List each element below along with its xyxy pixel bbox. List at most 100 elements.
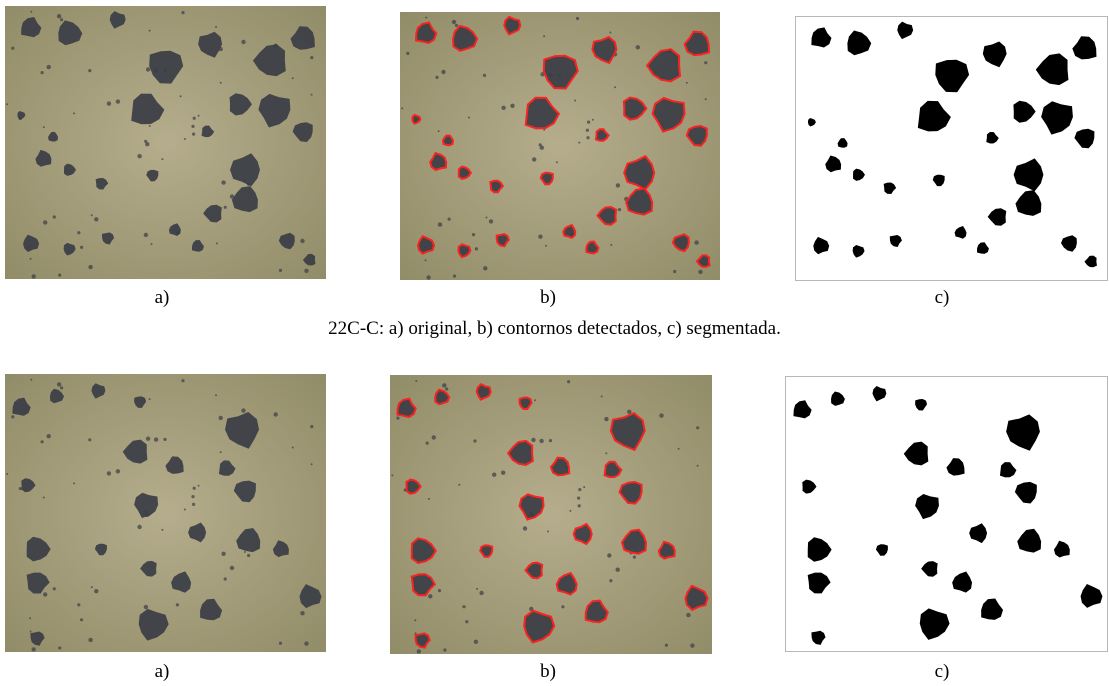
micro-speck	[221, 551, 226, 556]
micro-speck	[161, 158, 164, 161]
micro-speck	[467, 116, 470, 119]
graphite-nodule	[585, 240, 600, 255]
micro-speck	[106, 471, 112, 476]
micro-speck	[144, 139, 148, 143]
segmented-nodule	[1080, 583, 1103, 608]
graphite-nodule	[48, 131, 59, 142]
micro-speck	[615, 567, 620, 572]
micro-speck	[90, 586, 93, 589]
graphite-nodule	[506, 439, 534, 466]
micro-speck	[88, 69, 92, 73]
segmented-nodule	[1053, 540, 1070, 558]
graphite-nodule	[524, 96, 561, 130]
micro-speck	[145, 67, 151, 72]
micro-speck	[241, 39, 246, 45]
segmented-nodule	[883, 182, 897, 194]
micro-speck	[46, 434, 51, 439]
segmented-nodule	[921, 561, 938, 577]
segmented-nodule	[952, 571, 973, 593]
graphite-nodule	[109, 11, 126, 29]
graphite-nodule	[95, 178, 109, 190]
graphite-nodule	[198, 31, 223, 58]
segmented-nodule	[935, 59, 970, 93]
graphite-nodule	[411, 113, 422, 125]
micrograph-background	[5, 374, 326, 652]
micrograph-2a	[5, 374, 326, 652]
graphite-nodule	[396, 397, 417, 419]
micro-speck	[310, 93, 313, 96]
segmented-nodule	[1074, 128, 1095, 149]
micro-speck	[115, 469, 121, 474]
micro-speck	[163, 437, 167, 441]
micro-speck	[42, 496, 45, 499]
micro-speck	[192, 132, 196, 136]
micro-speck	[664, 643, 668, 647]
graphite-nodule	[685, 124, 708, 147]
graphite-nodule	[131, 93, 165, 125]
micro-speck	[458, 483, 461, 486]
graphite-nodule	[572, 522, 593, 546]
micro-speck	[522, 526, 528, 531]
graphite-nodule	[200, 598, 223, 621]
graphite-nodule	[63, 242, 76, 256]
micro-speck	[106, 101, 112, 106]
graphite-nodule	[623, 154, 656, 191]
micro-speck	[578, 488, 582, 492]
graphite-nodule	[134, 396, 147, 408]
graphite-nodule	[236, 528, 261, 553]
micro-speck	[191, 495, 195, 499]
micro-speck	[6, 103, 9, 106]
graphite-nodule	[594, 128, 610, 142]
micro-speck	[677, 447, 680, 450]
segmented-nodule	[853, 168, 865, 181]
graphite-nodule	[651, 96, 686, 133]
micro-speck	[175, 603, 179, 607]
micro-speck	[424, 259, 427, 262]
segmented-nodule	[977, 242, 989, 254]
segmented-nodule	[903, 441, 929, 466]
micro-speck	[243, 551, 246, 553]
graphite-nodule	[225, 412, 259, 449]
micro-speck	[704, 98, 707, 101]
micro-speck	[441, 69, 446, 75]
micro-speck	[445, 387, 449, 391]
micro-speck	[6, 473, 9, 475]
micro-speck	[615, 183, 621, 188]
segmented-nodule	[831, 391, 845, 406]
micro-speck	[223, 577, 227, 581]
micro-speck	[300, 611, 305, 616]
graphite-nodule	[168, 223, 181, 236]
micro-speck	[396, 416, 400, 420]
segmented-nodule	[811, 630, 826, 645]
segmented-nodule	[811, 27, 832, 48]
segmented-nodule	[932, 174, 945, 187]
graphite-nodule	[671, 233, 690, 253]
micro-speck	[610, 244, 613, 246]
micro-speck	[145, 436, 151, 441]
micro-speck	[143, 232, 149, 238]
micro-speck	[18, 487, 22, 491]
graphite-nodule	[489, 179, 505, 194]
micro-speck	[534, 399, 536, 402]
segmented-nodule	[807, 537, 832, 562]
label-1b: b)	[540, 287, 556, 308]
micro-speck	[42, 126, 45, 129]
micro-speck	[46, 64, 51, 70]
micro-speck	[40, 440, 44, 444]
segmented-nodule	[946, 458, 965, 476]
micro-speck	[43, 220, 48, 225]
segmented-nodule	[1084, 255, 1097, 268]
segmented-nodule	[875, 544, 888, 556]
graphite-nodule	[518, 493, 545, 521]
micro-speck	[391, 474, 394, 477]
micro-speck	[501, 105, 506, 111]
micro-speck	[609, 579, 613, 583]
segmented-nodule	[889, 234, 902, 247]
graphite-nodule	[405, 478, 422, 495]
graphite-nodule	[618, 480, 643, 505]
micro-speck	[58, 646, 62, 650]
micro-speck	[609, 31, 612, 34]
micro-speck	[29, 630, 32, 633]
micro-speck	[539, 438, 544, 444]
graphite-nodule	[475, 382, 492, 401]
